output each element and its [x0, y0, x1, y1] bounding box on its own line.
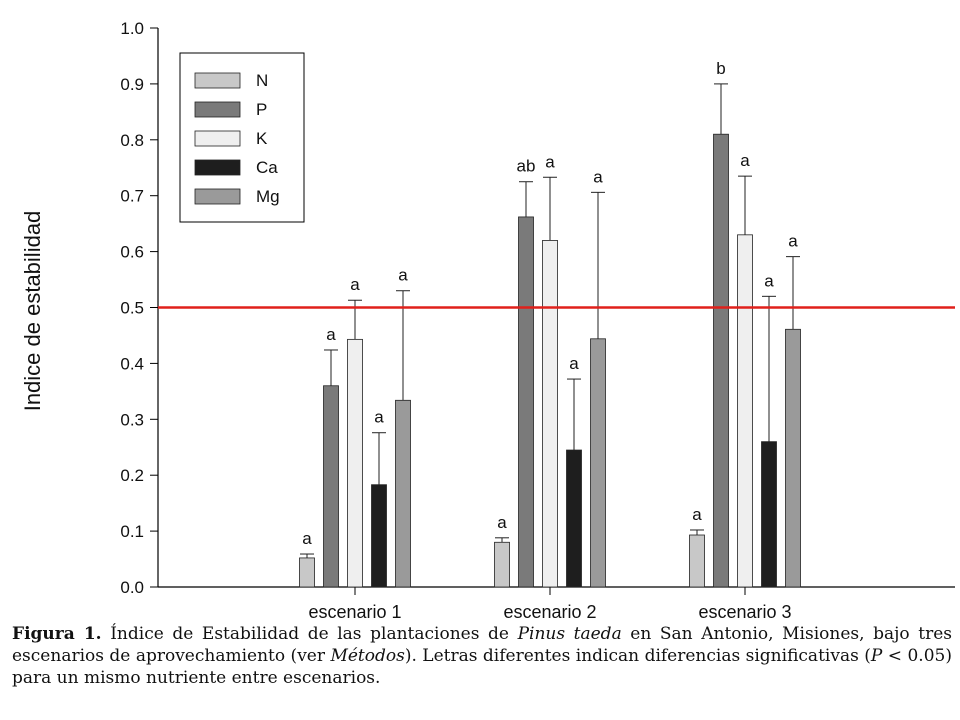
significance-letter: a [326, 325, 336, 344]
x-tick-label: escenario 2 [503, 602, 596, 620]
legend-label-k: K [256, 129, 268, 148]
significance-letter: a [350, 275, 360, 294]
legend-swatch-n [194, 72, 241, 89]
significance-letter: a [764, 271, 774, 290]
caption-text-2: en San Antonio, Misiones, bajo tres esce… [12, 624, 952, 666]
bar-p [518, 216, 534, 588]
y-tick-label: 0.5 [120, 299, 144, 318]
caption-text-1: Índice de Estabilidad de las plantacione… [101, 624, 518, 644]
y-tick-label: 0.2 [120, 466, 144, 485]
y-tick-label: 0.8 [120, 131, 144, 150]
legend-label-n: N [256, 71, 268, 90]
caption-species: Pinus taeda [517, 624, 622, 644]
significance-letter: a [788, 232, 798, 251]
bar-mg [395, 399, 411, 588]
significance-letter: a [692, 505, 702, 524]
bar-n [494, 541, 510, 588]
bar-mg [785, 328, 801, 588]
significance-letter: ab [517, 157, 536, 176]
y-tick-label: 0.0 [120, 578, 144, 597]
y-axis-label: Indice de estabilidad [20, 211, 45, 412]
x-tick-label: escenario 1 [308, 602, 401, 620]
bar-ca [371, 484, 387, 588]
bar-chart: 0.0 0.1 0.2 0.3 0.4 0.5 0.6 0.7 0.8 0.9 1.0 escenar… [20, 19, 955, 620]
caption-p-symbol: P [870, 646, 883, 666]
significance-letter: a [302, 529, 312, 548]
bar-n [299, 557, 315, 588]
axes: 0.0 0.1 0.2 0.3 0.4 0.5 0.6 0.7 0.8 0.9 1.0 escenar… [120, 19, 955, 620]
bar-mg [590, 338, 606, 588]
bar-ca [761, 441, 777, 588]
legend-swatch-ca [194, 159, 241, 176]
legend-swatch-p [194, 101, 241, 118]
bar-k [347, 338, 363, 588]
significance-letter: a [398, 266, 408, 285]
y-tick-label: 0.4 [120, 354, 144, 373]
significance-letter: a [374, 408, 384, 427]
x-tick-label: escenario 3 [698, 602, 791, 620]
bar-n [689, 534, 705, 588]
y-tick-label: 0.7 [120, 187, 144, 206]
significance-letter: a [569, 354, 579, 373]
legend-swatch-k [194, 130, 241, 147]
y-tick-label: 0.3 [120, 410, 144, 429]
y-tick-label: 0.6 [120, 243, 144, 262]
figure-caption: Figura 1. Índice de Estabilidad de las p… [12, 623, 952, 689]
significance-letter: b [716, 59, 725, 78]
significance-letter: a [740, 151, 750, 170]
legend-label-ca: Ca [256, 158, 278, 177]
caption-text-3: ). Letras diferentes indican diferencias… [404, 646, 871, 666]
legend-label-mg: Mg [256, 187, 280, 206]
y-tick-label: 0.9 [120, 75, 144, 94]
bar-p [713, 133, 729, 588]
bar-p [323, 385, 339, 588]
significance-letter: a [497, 513, 507, 532]
y-tick-label: 1.0 [120, 19, 144, 38]
caption-label: Figura 1. [12, 624, 102, 644]
bar-k [737, 234, 753, 588]
significance-letter: a [593, 167, 603, 186]
legend: NPK Ca Mg [179, 52, 305, 223]
legend-swatch-mg [194, 188, 241, 205]
caption-text-4: < 0.05) para un mismo nutriente entre es… [12, 646, 952, 688]
legend-label-p: P [256, 100, 267, 119]
caption-metodos: Métodos [330, 646, 405, 666]
y-tick-label: 0.1 [120, 522, 144, 541]
bar-ca [566, 449, 582, 588]
significance-letter: a [545, 152, 555, 171]
bar-k [542, 240, 558, 588]
